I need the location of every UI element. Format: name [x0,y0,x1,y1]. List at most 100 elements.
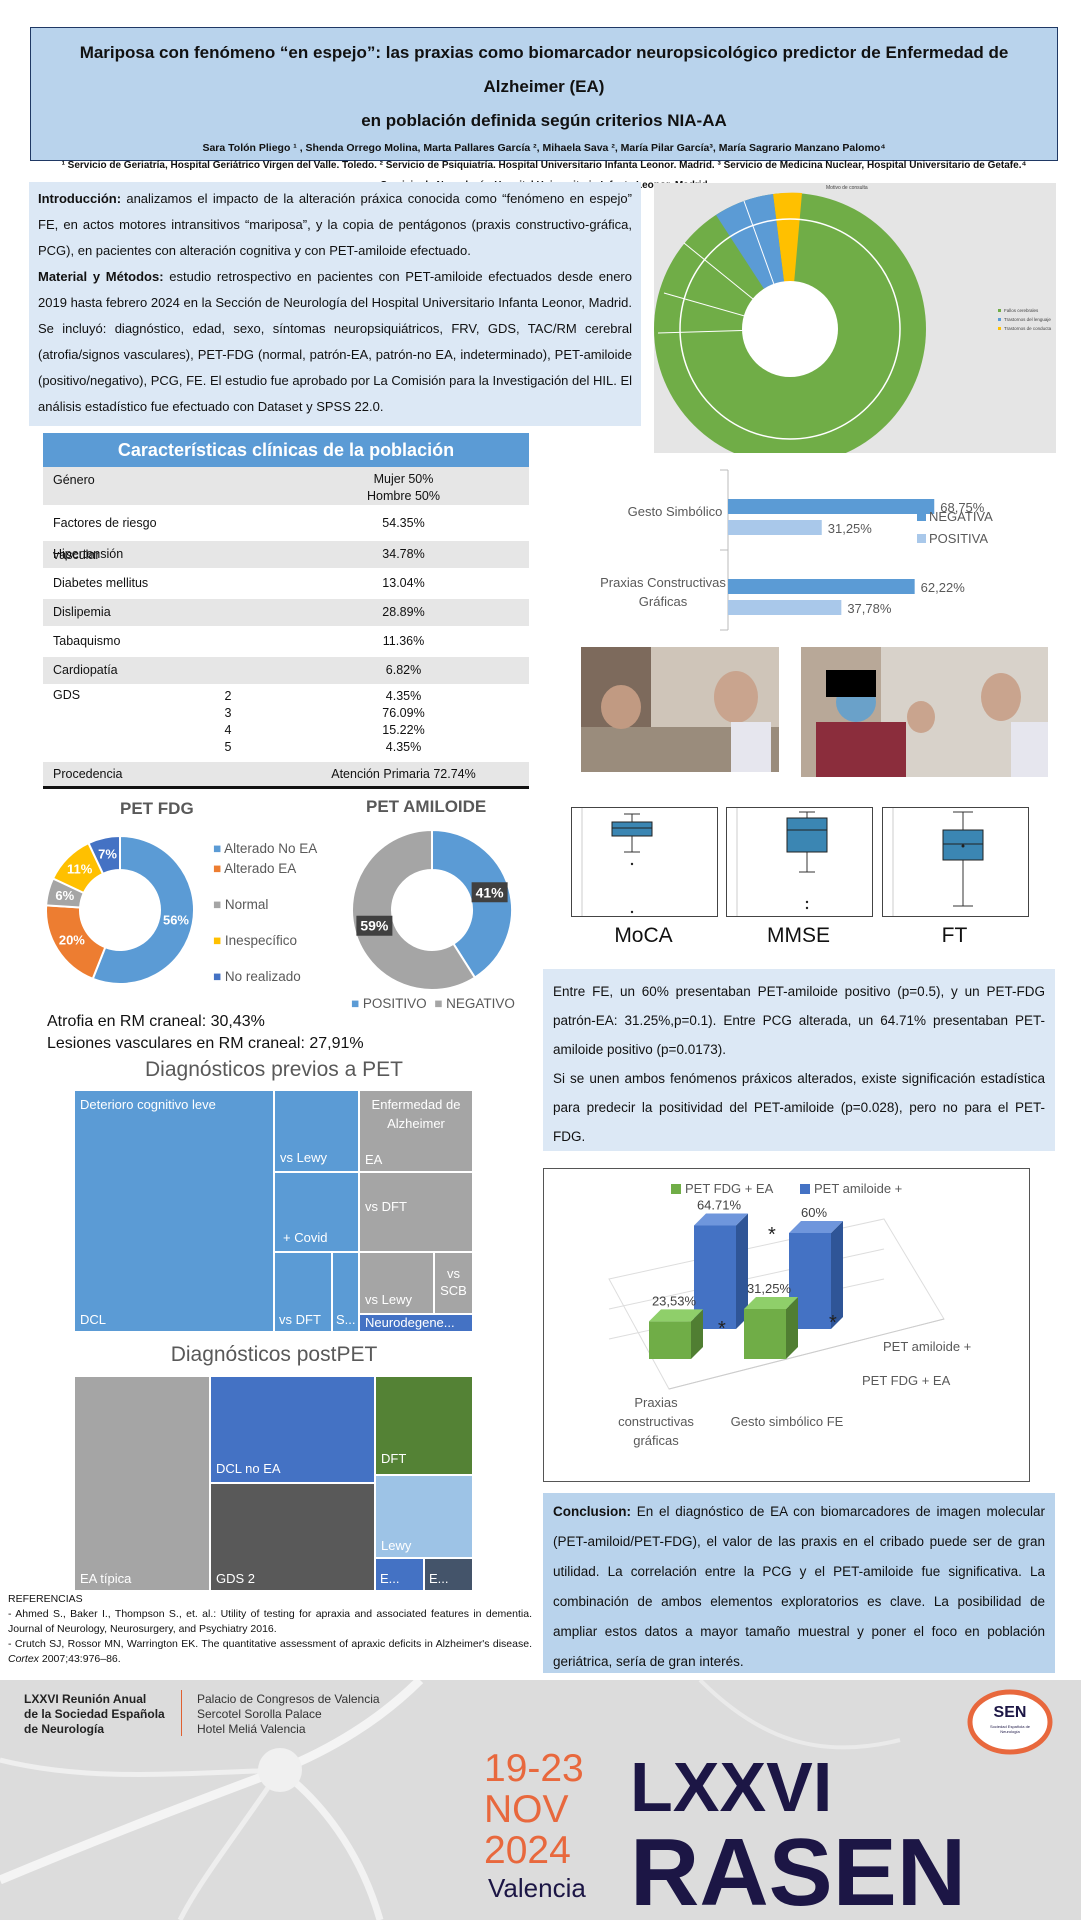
sunburst-dividers [657,200,791,334]
legend-label: NEGATIVA [929,509,993,524]
legend-item: ■ Inespecífico [213,932,317,950]
gds-key: 3 [224,706,232,720]
tile-e1: E... [375,1558,424,1591]
row-value: Atención Primaria 72.74% [331,767,476,781]
treemap-prev-title: Diagnósticos previos a PET [145,1058,403,1081]
data-label: 23,53% [652,1293,697,1308]
bar-top [789,1221,843,1233]
photo-right [801,647,1048,777]
treemap-prev: Deterioro cognitivo leve DCL vs Lewy + C… [74,1090,473,1332]
row-label: Tabaquismo [53,634,121,648]
square-icon: ■ [213,969,222,984]
row-label: Procedencia [53,767,123,781]
legend-swatch-amiloide [800,1184,810,1194]
data-label: 37,78% [847,601,892,616]
legend-label: Alterado EA [224,861,297,876]
tile-vs-lewy: vs Lewy [274,1090,359,1172]
authors: Sara Tolón Pliego ¹ , Shenda Orrego Moli… [202,142,886,154]
pet-amiloide-title: PET AMILOIDE [366,797,487,816]
title-box: Mariposa con fenómeno “en espejo”: las p… [30,27,1058,191]
legend-label: POSITIVA [929,531,988,546]
row-label: Cardiopatía [53,663,118,677]
tile-label: DCL [80,1312,107,1327]
mri-results: Atrofia en RM craneal: 30,43% Lesiones v… [47,1011,364,1055]
data-label-box [356,915,393,936]
legend-label: PET FDG + EA [685,1181,774,1196]
category-label: Gráficas [639,594,688,609]
boxplot-label: FT [941,924,968,947]
results-box: Entre FE, un 60% presentaban PET-amiloid… [543,969,1055,1151]
category-label: gráficas [633,1433,679,1448]
boxplot-label: MoCA [614,924,673,947]
pet-amiloide-donut: 41% 59% [351,828,513,991]
legend-swatch-3 [998,327,1001,330]
row-value: 13.04% [382,576,425,590]
reference-item: - Crutch SJ, Rossor MN, Warrington EK. T… [8,1637,532,1667]
tile-vs-scb: vs SCB [434,1252,473,1314]
gds-value: 4.35% [385,689,422,703]
legend-item: ■ No realizado [213,968,317,986]
photo-right-art [801,647,1048,777]
data-label: 56% [163,913,189,928]
axis-series-label: PET amiloide + [883,1339,971,1354]
intro-label: Introducción: [38,191,122,206]
slice-4 [87,834,121,876]
square-icon: ■ [213,897,222,912]
row-label: Diabetes mellitus [53,576,149,590]
gds-key: 5 [224,740,232,754]
row-value-2: Hombre 50% [367,489,440,503]
legend-swatch-2 [998,318,1001,321]
brain-icon [967,1689,1053,1755]
footer-divider [181,1690,182,1736]
tile-label: DFT [381,1451,407,1466]
gds-value: 4.35% [385,740,422,754]
axis-series-label: PET FDG + EA [862,1373,951,1388]
legend-item: ■ Normal [213,896,317,914]
row-value: 11.36% [382,634,425,648]
data-label: 59% [360,918,389,934]
tile-label: GDS 2 [216,1571,256,1586]
mri-atrophy: Atrofia en RM craneal: 30,43% [47,1013,265,1030]
footer-banner: LXXVI Reunión Anual de la Sociedad Españ… [0,1680,1081,1920]
tile-label: vs Lewy [280,1150,327,1165]
boxplot-mmse-svg [736,808,828,916]
legend-swatch-1 [998,309,1001,312]
bar-front [744,1309,786,1359]
neuron-background [0,1680,1081,1920]
reference-text: - Crutch SJ, Rossor MN, Warrington EK. T… [8,1638,532,1650]
reference-item: - Ahmed S., Baker I., Thompson S., et. a… [8,1608,532,1635]
conclusion-text: En el diagnóstico de EA con biomarcadore… [553,1504,1045,1669]
data-label: 6% [55,888,74,903]
tile-label: Deterioro cognitivo leve [80,1097,216,1112]
treemap-post-title: Diagnósticos postPET [170,1343,378,1366]
data-label: 64.71% [697,1197,742,1212]
event-name: RASEN [630,1819,967,1920]
tile-ea: Enfermedad de Alzheimer EA [359,1090,473,1172]
legend-label-1: Fallos cerebrales [1004,308,1039,313]
table-row: Procedencia Atención Primaria 72.74% [43,762,529,789]
tile-covid: + Covid [274,1172,359,1252]
tile-label: E... [429,1571,449,1586]
category-label: Praxias Constructivas [600,575,726,590]
date-city: Valencia [488,1873,586,1903]
bar-front [649,1321,691,1359]
significance-mark: * [829,1312,837,1334]
legend-label: Inespecífico [224,933,297,948]
tile-label: vs DFT [365,1199,407,1214]
row-value: 54.35% [382,516,425,530]
tile-label: DCL no EA [216,1461,281,1476]
references-title: REFERENCIAS [8,1593,83,1605]
data-label: 7% [98,846,117,861]
bar3d-chart: 64.71% 60% 23,53% 31,25% PET FDG + EA PET a… [543,1168,1030,1482]
significance-mark: * [768,1224,776,1246]
date-month: NOV [484,1788,569,1831]
tile-vs-dft: vs DFT [274,1252,332,1332]
tile-dft: DFT [375,1376,473,1475]
tile-label: vs Lewy [365,1292,412,1307]
gds-key: 4 [224,723,232,737]
sunburst-slice-conducta [773,192,802,329]
table-row: Tabaquismo 11.36% [43,628,529,657]
tile-gds2: GDS 2 [210,1483,375,1591]
row-value: 28.89% [382,605,425,619]
category-label: Praxias [634,1395,678,1410]
